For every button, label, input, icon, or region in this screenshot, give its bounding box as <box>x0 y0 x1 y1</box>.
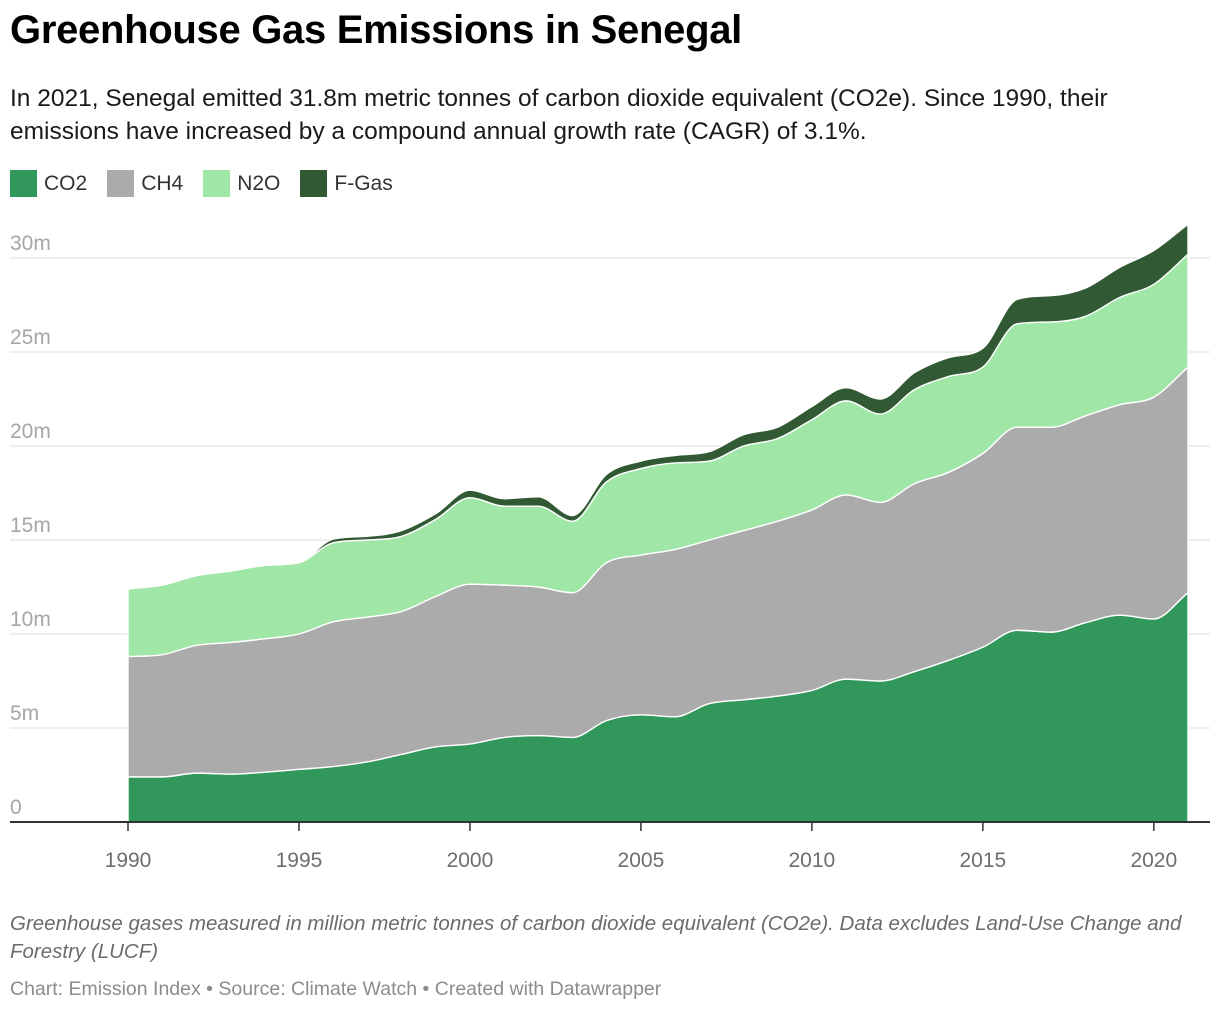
y-tick-label: 0 <box>10 796 22 819</box>
x-tick-label: 1995 <box>276 849 323 872</box>
legend-label-fgas: F-Gas <box>334 171 393 195</box>
x-tick-label: 2005 <box>618 849 665 872</box>
legend-item-fgas: F-Gas <box>300 170 393 197</box>
y-tick-label: 30m <box>10 232 51 255</box>
legend-swatch-fgas <box>300 170 328 197</box>
legend-label-ch4: CH4 <box>141 171 184 195</box>
legend-item-ch4: CH4 <box>107 170 183 197</box>
fgas-area <box>127 223 1189 590</box>
y-tick-label: 5m <box>10 702 39 725</box>
legend-swatch-ch4 <box>107 170 135 197</box>
y-tick-label: 25m <box>10 326 51 349</box>
legend-item-n2o: N2O <box>203 170 280 197</box>
chart-subtitle: In 2021, Senegal emitted 31.8m metric to… <box>10 85 1108 145</box>
legend-item-co2: CO2 <box>10 170 87 197</box>
y-tick-label: 15m <box>10 514 51 537</box>
x-tick-label: 2010 <box>789 849 836 872</box>
chart-notes: Greenhouse gases measured in million met… <box>10 912 1182 963</box>
area-layers <box>127 223 1189 823</box>
legend-label-co2: CO2 <box>44 171 88 195</box>
axes: 0 5m 10m 15m 20m 25m 30m 1990 1995 2000 2005 2010 20… <box>10 232 1210 872</box>
legend: CO2 CH4 N2O F-Gas <box>10 170 413 197</box>
y-tick-label: 20m <box>10 420 51 443</box>
chart-credits: Chart: Emission Index • Source: Climate … <box>10 978 662 1000</box>
legend-label-n2o: N2O <box>237 171 281 195</box>
x-tick-label: 2015 <box>959 849 1006 872</box>
chart-title: Greenhouse Gas Emissions in Senegal <box>10 8 742 52</box>
x-tick-label: 2000 <box>447 849 494 872</box>
x-tick-label: 2020 <box>1130 849 1177 872</box>
x-tick-label: 1990 <box>105 849 152 872</box>
legend-swatch-n2o <box>203 170 231 197</box>
legend-swatch-co2 <box>10 170 37 197</box>
stacked-area-chart: 0 5m 10m 15m 20m 25m 30m 1990 1995 2000 2005 2010 20… <box>10 223 1210 872</box>
y-tick-label: 10m <box>10 608 51 631</box>
